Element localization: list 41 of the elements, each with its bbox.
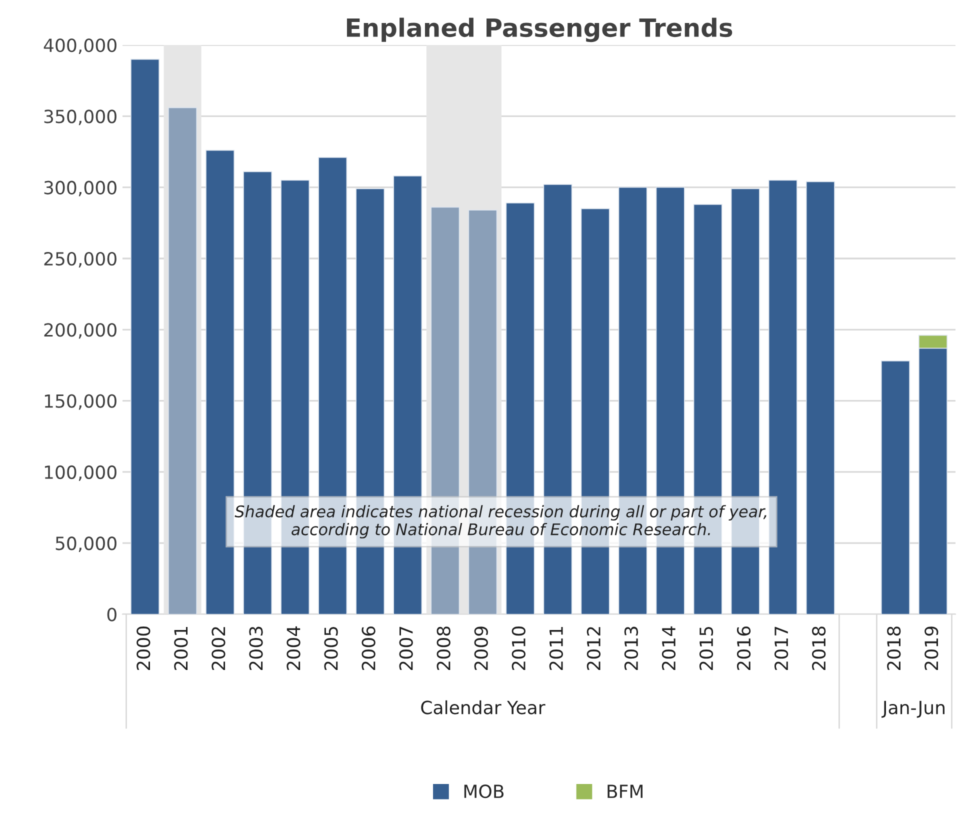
annotation: Shaded area indicates national recession during all or part of year, according to National Bureau of Economic Research. (234, 505, 766, 538)
bar (806, 181, 835, 614)
x-tick-label: 2014 (662, 626, 676, 670)
y-tick-label: 400,000 (44, 38, 116, 54)
bar (206, 150, 235, 614)
x-tick-label: 2009 (474, 626, 488, 670)
x-tick-label: 2015 (699, 626, 714, 670)
x-tick-label: 2017 (774, 626, 788, 670)
x-tick-label: 2008 (436, 626, 450, 670)
bar (768, 180, 798, 614)
x-tick-label: 2018 (812, 626, 826, 670)
x-tick-label: 2004 (286, 626, 300, 670)
y-tick-label: 50,000 (56, 536, 116, 552)
x-tick-label: 2011 (549, 627, 563, 670)
chart-title: Enplaned Passenger Trends (346, 18, 732, 42)
x-tick-label: 2003 (249, 626, 263, 670)
y-tick-label: 300,000 (44, 180, 116, 196)
y-tick-label: 200,000 (44, 323, 116, 339)
x-tick-label: 2019 (924, 626, 938, 670)
x-tick-label: 2010 (512, 626, 526, 670)
y-tick-label: 100,000 (44, 465, 116, 481)
legend-label: BFM (608, 784, 642, 798)
x-tick-label: 2005 (324, 626, 338, 670)
x-tick-label: 2001 (174, 627, 188, 670)
x-tick-label: 2012 (586, 627, 601, 670)
y-tick-label: 250,000 (44, 252, 116, 268)
x-tick-label: 2018 (887, 626, 901, 670)
x-tick-label: 2000 (136, 626, 150, 670)
x-tick-label: 2007 (399, 626, 413, 670)
y-tick-label: 350,000 (44, 110, 116, 126)
x-tick-label: 2013 (624, 626, 638, 670)
y-tick-label: 0 (107, 608, 116, 622)
x-tick-label: 2002 (212, 627, 226, 670)
y-tick-label: 150,000 (44, 394, 116, 410)
bar (880, 360, 910, 614)
x-tick-label: 2006 (362, 626, 376, 670)
text: Calendar Year (421, 700, 546, 714)
text: Jan-Jun (882, 700, 944, 718)
legend-label: MOB (464, 784, 504, 798)
x-tick-label: 2016 (736, 626, 751, 670)
bar (130, 58, 160, 614)
